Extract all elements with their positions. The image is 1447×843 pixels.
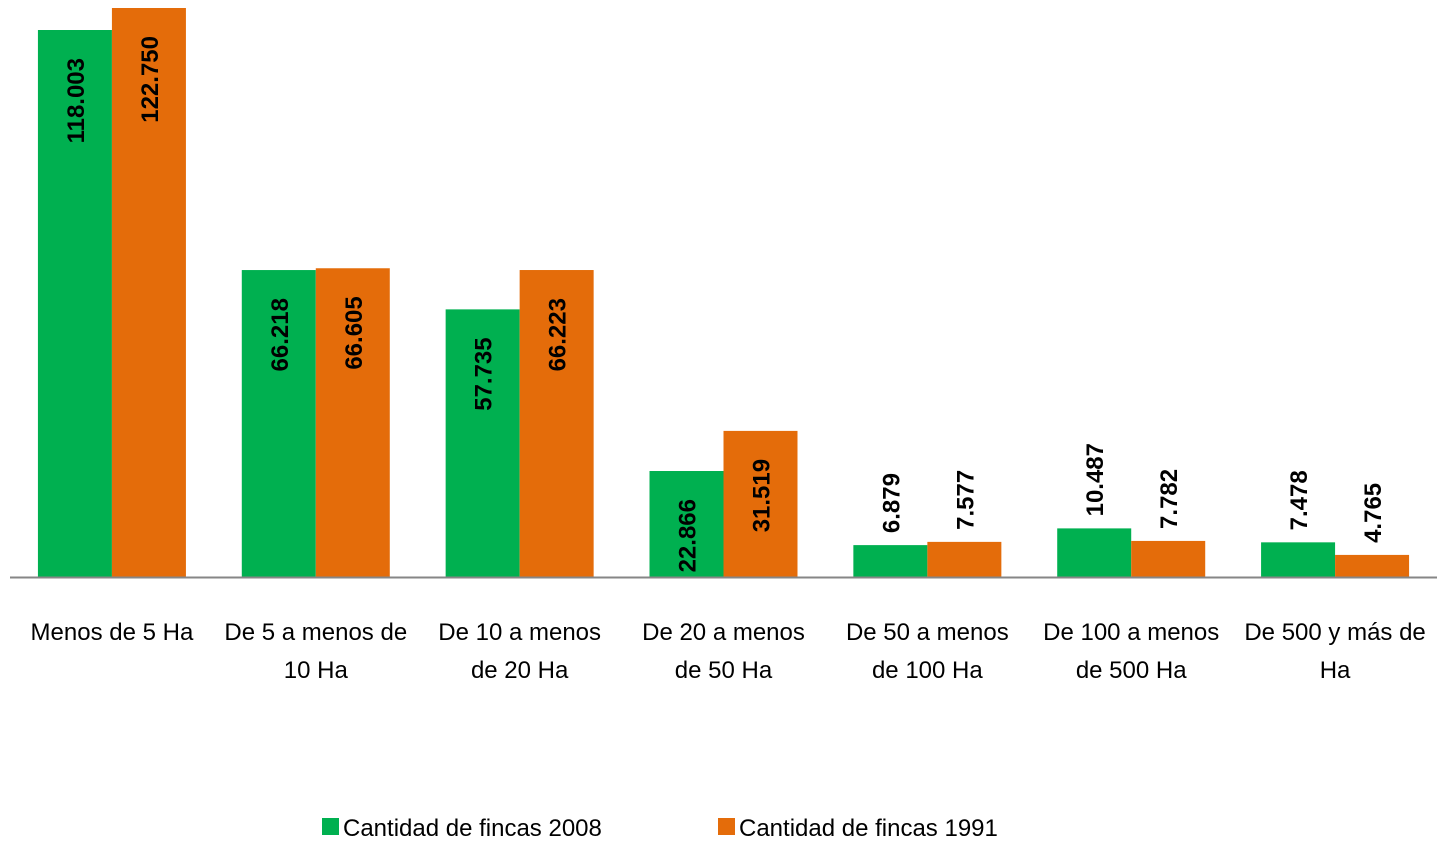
legend-swatch <box>322 818 339 835</box>
legend-label: Cantidad de fincas 1991 <box>739 815 998 842</box>
data-label: 66.218 <box>267 298 294 371</box>
data-label: 4.765 <box>1360 483 1387 543</box>
bar <box>519 270 594 577</box>
bar <box>723 430 798 577</box>
bar <box>315 268 390 577</box>
data-label: 7.577 <box>952 470 979 530</box>
bar <box>649 471 724 577</box>
data-label: 66.223 <box>545 298 572 371</box>
bar <box>1261 542 1336 577</box>
x-tick-label: Menos de 5 Ha <box>30 619 194 646</box>
data-label: 6.879 <box>878 473 905 533</box>
bar <box>927 541 1002 577</box>
legend-swatch <box>718 818 735 835</box>
bar <box>111 8 186 577</box>
bar <box>241 270 316 577</box>
x-tick-label: De 50 a menos de 100 Ha <box>845 619 1009 684</box>
bar <box>1335 554 1410 577</box>
bar <box>445 309 520 577</box>
data-label: 7.782 <box>1156 469 1183 529</box>
x-tick-label: De 5 a menos de 10 Ha <box>224 619 408 684</box>
data-label: 118.003 <box>63 58 90 143</box>
x-tick-label: De 100 a menos de 500 Ha <box>1043 619 1220 684</box>
data-label: 57.735 <box>471 337 498 410</box>
bar <box>37 30 112 578</box>
data-label: 10.487 <box>1082 443 1109 516</box>
data-label: 7.478 <box>1286 470 1313 530</box>
x-tick-label: De 20 a menos de 50 Ha <box>642 619 805 684</box>
bar <box>853 545 928 577</box>
bar <box>1131 540 1206 577</box>
data-label: 122.750 <box>137 36 164 123</box>
x-tick-label: De 10 a menos de 20 Ha <box>438 619 602 684</box>
data-label: 66.605 <box>341 296 368 369</box>
bar <box>1057 528 1132 577</box>
data-label: 22.866 <box>675 499 702 572</box>
legend-label: Cantidad de fincas 2008 <box>343 815 602 842</box>
x-tick-label: De 500 y más de Ha <box>1244 619 1426 684</box>
data-label: 31.519 <box>749 459 776 532</box>
